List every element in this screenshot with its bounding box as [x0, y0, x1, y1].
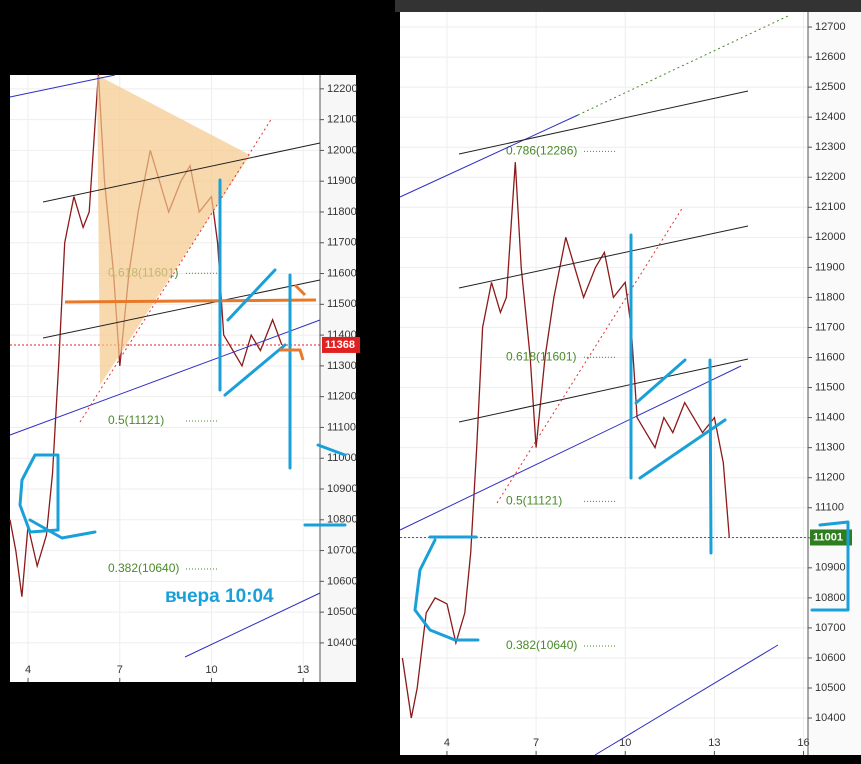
- fib-label: 0.618(11601): [506, 349, 577, 363]
- y-tick-label: 10600: [327, 575, 358, 587]
- y-tick-label: 12000: [327, 144, 358, 156]
- y-tick-label: 10900: [815, 562, 846, 574]
- y-tick-label: 11500: [327, 298, 357, 310]
- y-tick-label: 11600: [327, 267, 357, 279]
- y-tick-label: 10800: [327, 514, 358, 526]
- y-tick-label: 10400: [327, 637, 358, 649]
- y-tick-label: 11800: [815, 291, 845, 303]
- y-tick-label: 12700: [815, 21, 846, 33]
- triangle: [97, 75, 250, 385]
- trendline: [577, 14, 791, 116]
- last-price-label: 11001: [813, 531, 843, 543]
- y-tick-label: 11800: [327, 206, 357, 218]
- y-tick-label: 11200: [327, 391, 357, 403]
- x-tick-label: 10: [619, 737, 631, 749]
- y-tick-label: 12400: [815, 111, 846, 123]
- y-tick-label: 11100: [815, 502, 844, 514]
- y-tick-label: 10500: [327, 606, 358, 618]
- y-tick-label: 10600: [815, 652, 846, 664]
- x-tick-label: 10: [205, 664, 217, 676]
- right-axis-bg: [808, 12, 861, 755]
- trendline: [399, 114, 579, 198]
- top-bar: [395, 0, 861, 12]
- y-tick-label: 11100: [327, 421, 356, 433]
- y-tick-label: 10800: [815, 592, 846, 604]
- fib-label: 0.5(11121): [108, 413, 164, 427]
- trendline: [399, 365, 742, 531]
- hand-arrow: [280, 283, 307, 361]
- y-tick-label: 12300: [815, 141, 846, 153]
- x-tick-label: 13: [297, 664, 309, 676]
- trendline: [184, 592, 321, 658]
- fib-label: 0.5(11121): [506, 494, 562, 508]
- trendline: [458, 358, 749, 423]
- y-tick-label: 12500: [815, 81, 846, 93]
- last-price-box: [322, 336, 360, 353]
- x-tick-label: 7: [533, 737, 539, 749]
- y-tick-label: 11600: [815, 351, 845, 363]
- trendline: [42, 279, 321, 339]
- level-line: [64, 298, 317, 304]
- x-tick-label: 7: [117, 664, 123, 676]
- y-tick-label: 11700: [815, 321, 845, 333]
- y-tick-label: 12200: [815, 171, 846, 183]
- annotation: вчера 10:04: [165, 586, 274, 607]
- y-tick-label: 10900: [327, 483, 358, 495]
- y-tick-label: 12000: [815, 231, 846, 243]
- trendline: [9, 74, 116, 98]
- last-price-box: [810, 529, 852, 546]
- y-tick-label: 10700: [327, 544, 358, 556]
- chart-layer: 10400 10500 10600 10700 10800 10900 11000 11100…: [9, 12, 852, 755]
- y-tick-label: 11300: [327, 360, 357, 372]
- x-tick-label: 4: [25, 664, 31, 676]
- y-tick-label: 12100: [327, 114, 358, 126]
- hand-drawing: [18, 178, 347, 540]
- drawings: [9, 14, 850, 756]
- fib-label: 0.382(10640): [108, 561, 179, 575]
- x-tick-label: 4: [444, 737, 450, 749]
- y-tick-label: 11900: [815, 261, 845, 273]
- price-line: [401, 162, 730, 719]
- fib-label: 0.786(12286): [506, 144, 577, 158]
- y-tick-label: 10500: [815, 682, 846, 694]
- y-tick-label: 11500: [815, 381, 845, 393]
- trendline: [9, 319, 321, 436]
- y-tick-label: 10700: [815, 622, 846, 634]
- y-tick-label: 10400: [815, 712, 846, 724]
- y-tick-label: 11300: [815, 442, 845, 454]
- x-tick-label: 16: [797, 737, 809, 749]
- y-tick-label: 12100: [815, 201, 846, 213]
- y-tick-label: 12200: [327, 83, 358, 95]
- y-tick-label: 11000: [327, 452, 357, 464]
- trendline: [42, 142, 321, 203]
- right-plot-bg: [400, 12, 808, 755]
- trendline: [496, 206, 684, 504]
- trendline: [594, 644, 779, 756]
- left-axis-bg: [320, 75, 356, 682]
- y-tick-label: 11400: [815, 412, 845, 424]
- y-tick-label: 11700: [327, 237, 357, 249]
- fib-label: 0.382(10640): [506, 638, 577, 652]
- trendline: [458, 90, 749, 155]
- y-tick-label: 12600: [815, 51, 846, 63]
- trendline: [458, 225, 749, 289]
- last-price-label: 11368: [325, 339, 355, 351]
- hand-drawing: [413, 233, 850, 642]
- y-tick-label: 11900: [327, 175, 357, 187]
- y-tick-label: 11200: [815, 472, 845, 484]
- x-tick-label: 13: [708, 737, 720, 749]
